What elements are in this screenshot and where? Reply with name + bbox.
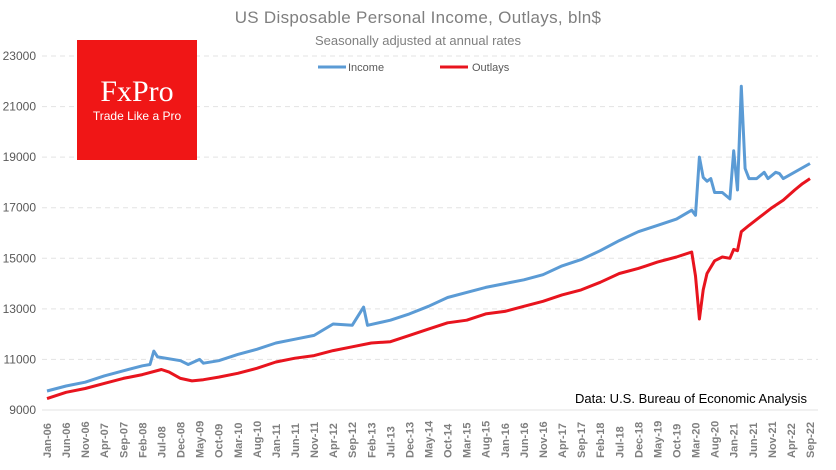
x-tick-label: Jun-16	[519, 423, 531, 458]
data-source: Data: U.S. Bureau of Economic Analysis	[575, 391, 807, 406]
x-tick-label: Aug-10	[252, 421, 264, 458]
x-tick-label: Jul-18	[614, 426, 626, 458]
x-tick-label: Jan-21	[729, 423, 741, 458]
x-tick-label: Jun-06	[61, 423, 73, 458]
x-tick-label: Sep-22	[805, 422, 817, 458]
y-tick-label: 11000	[4, 352, 37, 366]
x-tick-label: Jan-11	[271, 424, 283, 458]
y-tick-label: 9000	[9, 403, 36, 417]
x-tick-label: May-09	[195, 421, 207, 458]
fxpro-logo: FxPro Trade Like a Pro	[77, 40, 197, 160]
x-tick-label: Sep-12	[347, 422, 359, 458]
x-tick-label: Jun-21	[748, 423, 760, 458]
x-tick-label: May-19	[652, 421, 664, 458]
x-tick-label: Mar-10	[233, 423, 245, 458]
y-tick-label: 23000	[3, 49, 37, 63]
x-tick-label: Jul-08	[156, 426, 168, 458]
x-tick-label: Oct-09	[214, 424, 226, 458]
chart-title: US Disposable Personal Income, Outlays, …	[234, 8, 602, 27]
y-tick-label: 13000	[3, 302, 37, 316]
x-tick-label: Aug-15	[481, 421, 493, 458]
x-tick-label: Jan-16	[500, 423, 512, 458]
x-tick-label: Apr-12	[328, 423, 340, 458]
x-tick-label: Sep-17	[576, 422, 588, 458]
legend-label: Income	[348, 62, 384, 74]
x-tick-label: Nov-06	[80, 421, 92, 458]
y-tick-label: 21000	[3, 100, 37, 114]
x-tick-label: Nov-21	[767, 421, 779, 458]
x-tick-label: Dec-13	[404, 422, 416, 458]
x-tick-label: Feb-13	[366, 423, 378, 458]
x-tick-label: Jan-06	[42, 423, 54, 458]
x-tick-label: Nov-11	[309, 422, 321, 458]
logo-tagline: Trade Like a Pro	[92, 109, 182, 123]
x-tick-label: Aug-20	[710, 421, 722, 458]
x-tick-label: Jul-13	[385, 426, 397, 458]
y-tick-label: 19000	[3, 150, 37, 164]
y-tick-label: 15000	[3, 251, 37, 265]
x-tick-label: Feb-18	[595, 423, 607, 458]
x-tick-label: Oct-19	[671, 424, 683, 458]
x-tick-label: Dec-08	[176, 422, 188, 458]
x-tick-label: Nov-16	[538, 421, 550, 458]
x-tick-label: Apr-17	[557, 423, 569, 458]
x-tick-label: Apr-07	[99, 423, 111, 458]
x-tick-label: Dec-18	[633, 422, 645, 458]
series-line-income	[46, 84, 811, 393]
series-line-outlays	[46, 177, 811, 401]
x-tick-label: Jun-11	[290, 423, 302, 458]
x-tick-label: Mar-15	[462, 423, 474, 458]
x-tick-label: May-14	[424, 420, 436, 458]
y-tick-label: 17000	[3, 201, 37, 215]
chart-subtitle: Seasonally adjusted at annual rates	[315, 33, 521, 48]
x-tick-label: Feb-08	[137, 423, 149, 458]
x-tick-label: Sep-07	[118, 422, 130, 458]
legend-label: Outlays	[472, 62, 510, 74]
x-tick-label: Mar-20	[691, 423, 703, 458]
x-tick-label: Apr-22	[786, 423, 798, 458]
logo-brand: FxPro	[100, 75, 174, 108]
x-tick-label: Oct-14	[443, 423, 455, 458]
